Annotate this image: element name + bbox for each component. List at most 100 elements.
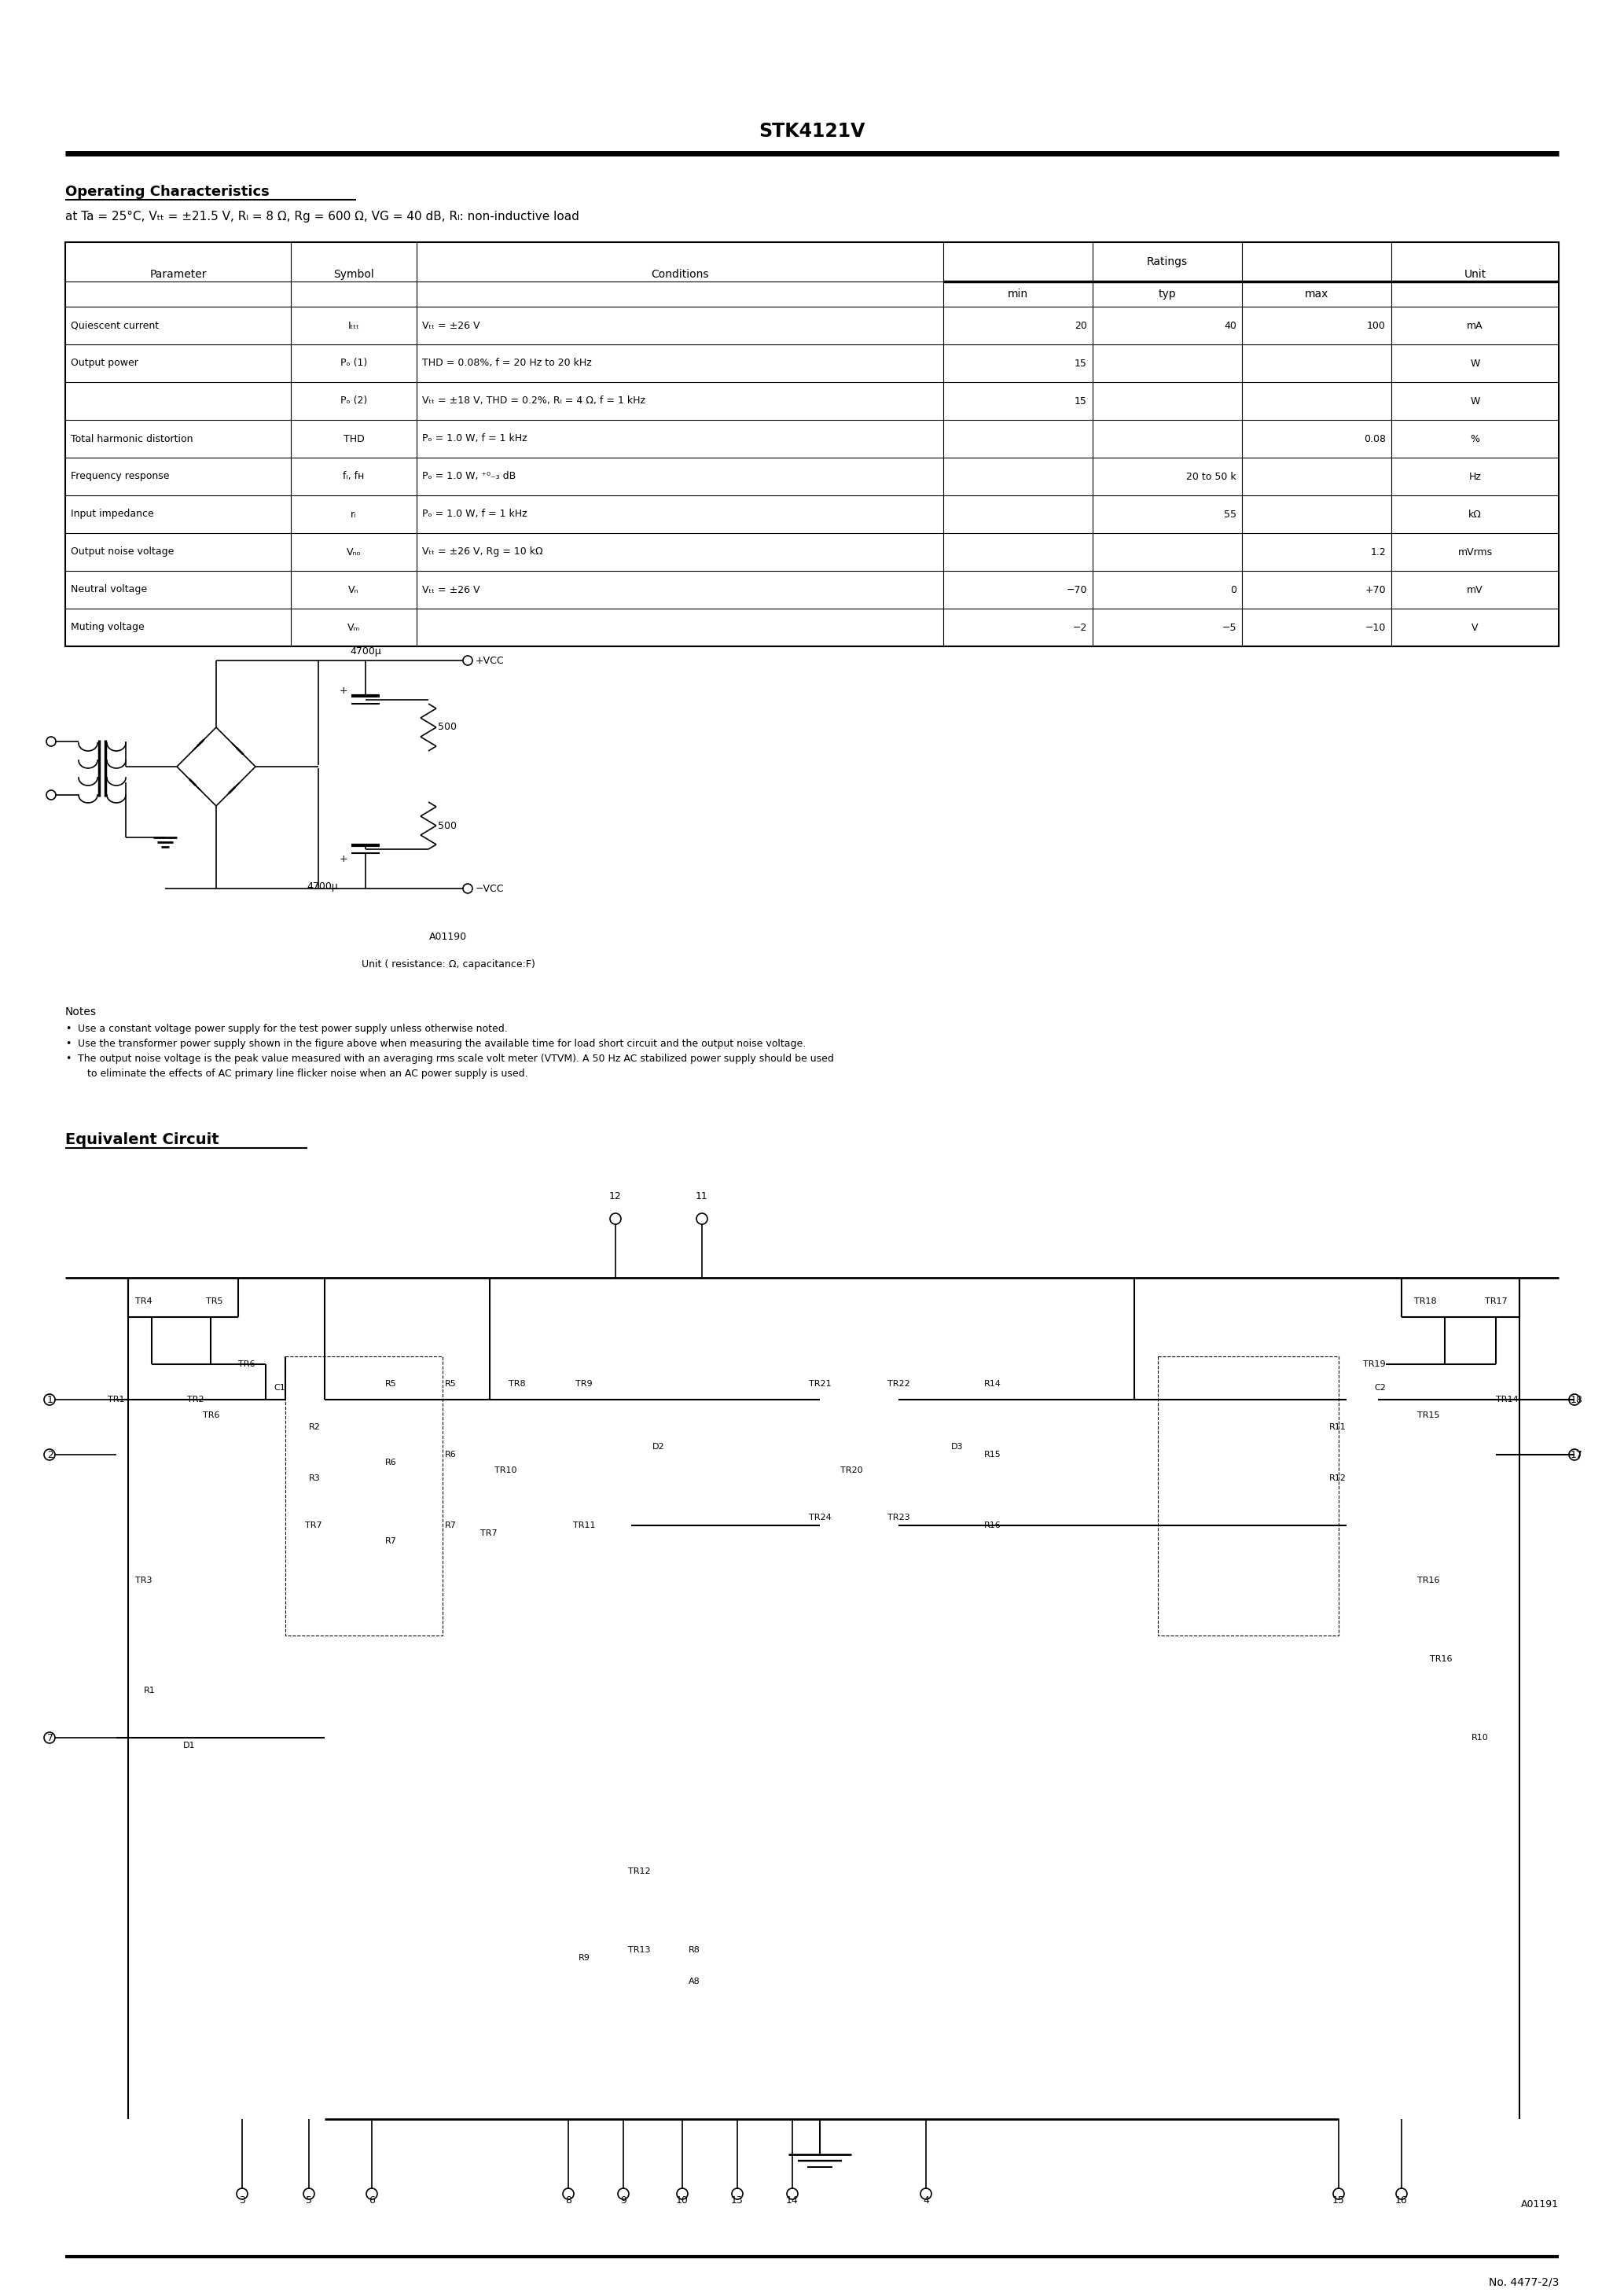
Text: 1.2: 1.2 bbox=[1371, 546, 1385, 558]
Text: 8: 8 bbox=[565, 2195, 572, 2206]
Text: Operating Characteristics: Operating Characteristics bbox=[65, 184, 270, 200]
Text: TR1: TR1 bbox=[107, 1396, 125, 1403]
Bar bbox=[286, 1357, 443, 1635]
Text: R11: R11 bbox=[1330, 1424, 1346, 1430]
Text: R16: R16 bbox=[984, 1522, 1002, 1529]
Text: kΩ: kΩ bbox=[1468, 510, 1481, 519]
Polygon shape bbox=[188, 778, 200, 790]
Text: −10: −10 bbox=[1366, 622, 1385, 634]
Text: TR10: TR10 bbox=[494, 1467, 516, 1474]
Text: R15: R15 bbox=[984, 1451, 1002, 1458]
Text: R5: R5 bbox=[445, 1380, 456, 1387]
Text: R10: R10 bbox=[1471, 1733, 1489, 1743]
Text: Output power: Output power bbox=[71, 358, 138, 367]
Text: Neutral voltage: Neutral voltage bbox=[71, 585, 148, 595]
Text: D3: D3 bbox=[952, 1442, 963, 1451]
Text: TR4: TR4 bbox=[135, 1297, 153, 1304]
Text: A01191: A01191 bbox=[1522, 2200, 1559, 2209]
Text: R6: R6 bbox=[385, 1458, 396, 1467]
Text: Conditions: Conditions bbox=[651, 269, 708, 280]
Text: Muting voltage: Muting voltage bbox=[71, 622, 145, 634]
Text: TR6: TR6 bbox=[203, 1412, 219, 1419]
Text: R12: R12 bbox=[1330, 1474, 1346, 1483]
Polygon shape bbox=[232, 744, 244, 755]
Text: TR3: TR3 bbox=[135, 1577, 153, 1584]
Text: 100: 100 bbox=[1367, 321, 1385, 331]
Text: −5: −5 bbox=[1221, 622, 1236, 634]
Text: TR7: TR7 bbox=[305, 1522, 322, 1529]
Text: 40: 40 bbox=[1224, 321, 1236, 331]
Text: TR16: TR16 bbox=[1418, 1577, 1439, 1584]
Text: Input impedance: Input impedance bbox=[71, 510, 154, 519]
Text: Use the transformer power supply shown in the figure above when measuring the av: Use the transformer power supply shown i… bbox=[78, 1038, 806, 1049]
Text: 18: 18 bbox=[1570, 1394, 1583, 1405]
Text: A01190: A01190 bbox=[429, 932, 468, 941]
Text: Pₒ = 1.0 W, ⁺⁰₋₃ dB: Pₒ = 1.0 W, ⁺⁰₋₃ dB bbox=[422, 471, 516, 482]
Text: R9: R9 bbox=[578, 1954, 590, 1961]
Text: Symbol: Symbol bbox=[333, 269, 374, 280]
Text: R6: R6 bbox=[445, 1451, 456, 1458]
Text: •: • bbox=[65, 1024, 71, 1033]
Text: Use a constant voltage power supply for the test power supply unless otherwise n: Use a constant voltage power supply for … bbox=[78, 1024, 508, 1033]
Text: %: % bbox=[1470, 434, 1479, 443]
Text: R7: R7 bbox=[385, 1538, 396, 1545]
Text: Parameter: Parameter bbox=[149, 269, 206, 280]
Text: 7: 7 bbox=[47, 1733, 54, 1743]
Text: typ: typ bbox=[1158, 289, 1176, 298]
Text: Hz: Hz bbox=[1468, 471, 1481, 482]
Text: mV: mV bbox=[1466, 585, 1483, 595]
Text: V: V bbox=[1471, 622, 1478, 634]
Text: C1: C1 bbox=[273, 1384, 286, 1391]
Text: Unit: Unit bbox=[1463, 269, 1486, 280]
Text: TR13: TR13 bbox=[628, 1947, 650, 1954]
Text: Pₒ (1): Pₒ (1) bbox=[341, 358, 367, 367]
Text: 6: 6 bbox=[369, 2195, 375, 2206]
Text: R5: R5 bbox=[385, 1380, 396, 1387]
Text: W: W bbox=[1470, 358, 1479, 367]
Text: Vₙₒ: Vₙₒ bbox=[346, 546, 361, 558]
Text: •: • bbox=[65, 1038, 71, 1049]
Text: TR5: TR5 bbox=[206, 1297, 222, 1304]
Text: 16: 16 bbox=[1395, 2195, 1408, 2206]
Text: Vₜₜ = ±26 V: Vₜₜ = ±26 V bbox=[422, 585, 479, 595]
Text: TR6: TR6 bbox=[239, 1359, 255, 1368]
Text: 12: 12 bbox=[609, 1192, 622, 1201]
Text: Total harmonic distortion: Total harmonic distortion bbox=[71, 434, 193, 443]
Text: mA: mA bbox=[1466, 321, 1483, 331]
Text: +70: +70 bbox=[1364, 585, 1385, 595]
Text: R8: R8 bbox=[689, 1947, 700, 1954]
Text: TR11: TR11 bbox=[573, 1522, 596, 1529]
Text: 4: 4 bbox=[922, 2195, 929, 2206]
Text: TR8: TR8 bbox=[508, 1380, 526, 1387]
Bar bbox=[1158, 1357, 1338, 1635]
Text: 500: 500 bbox=[438, 820, 456, 831]
Text: Vₜₜ = ±26 V: Vₜₜ = ±26 V bbox=[422, 321, 479, 331]
Text: 55: 55 bbox=[1224, 510, 1236, 519]
Text: TR16: TR16 bbox=[1429, 1655, 1452, 1662]
Text: mVrms: mVrms bbox=[1458, 546, 1492, 558]
Text: TR19: TR19 bbox=[1363, 1359, 1385, 1368]
Text: Iₜₜₜ: Iₜₜₜ bbox=[348, 321, 359, 331]
Text: rᵢ: rᵢ bbox=[351, 510, 357, 519]
Text: TR22: TR22 bbox=[887, 1380, 909, 1387]
Text: Equivalent Circuit: Equivalent Circuit bbox=[65, 1132, 219, 1148]
Text: Output noise voltage: Output noise voltage bbox=[71, 546, 174, 558]
Text: •: • bbox=[65, 1054, 71, 1063]
Text: Pₒ = 1.0 W, f = 1 kHz: Pₒ = 1.0 W, f = 1 kHz bbox=[422, 510, 528, 519]
Text: Pₒ (2): Pₒ (2) bbox=[341, 395, 367, 406]
Text: 500: 500 bbox=[438, 723, 456, 732]
Text: 17: 17 bbox=[1570, 1449, 1583, 1460]
Text: TR20: TR20 bbox=[840, 1467, 862, 1474]
Text: 4700μ: 4700μ bbox=[307, 882, 338, 891]
Text: TR18: TR18 bbox=[1415, 1297, 1436, 1304]
Text: THD = 0.08%, f = 20 Hz to 20 kHz: THD = 0.08%, f = 20 Hz to 20 kHz bbox=[422, 358, 591, 367]
Polygon shape bbox=[227, 783, 240, 794]
Text: Pₒ = 1.0 W, f = 1 kHz: Pₒ = 1.0 W, f = 1 kHz bbox=[422, 434, 528, 443]
Text: 3: 3 bbox=[239, 2195, 245, 2206]
Text: min: min bbox=[1007, 289, 1028, 298]
Text: +: + bbox=[339, 854, 348, 863]
Text: R14: R14 bbox=[984, 1380, 1002, 1387]
Text: +VCC: +VCC bbox=[476, 654, 505, 666]
Text: THD: THD bbox=[343, 434, 364, 443]
Text: TR21: TR21 bbox=[809, 1380, 831, 1387]
